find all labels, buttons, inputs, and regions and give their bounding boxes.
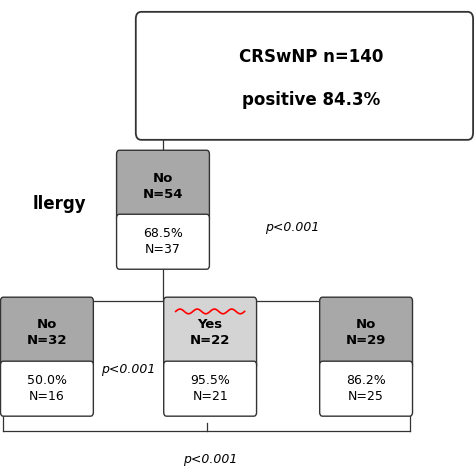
Text: 86.2%
N=25: 86.2% N=25 bbox=[346, 374, 386, 403]
FancyBboxPatch shape bbox=[136, 12, 473, 140]
FancyBboxPatch shape bbox=[117, 214, 210, 269]
FancyBboxPatch shape bbox=[0, 361, 93, 416]
Text: llergy: llergy bbox=[32, 195, 86, 213]
Text: No
N=29: No N=29 bbox=[346, 319, 386, 347]
Text: p<0.001: p<0.001 bbox=[101, 363, 155, 376]
FancyBboxPatch shape bbox=[0, 297, 93, 369]
Text: No
N=54: No N=54 bbox=[143, 172, 183, 201]
Text: p<0.001: p<0.001 bbox=[264, 221, 319, 234]
FancyBboxPatch shape bbox=[319, 297, 412, 369]
Text: CRSwNP n=140: CRSwNP n=140 bbox=[239, 48, 383, 66]
FancyBboxPatch shape bbox=[164, 297, 256, 369]
Text: positive 84.3%: positive 84.3% bbox=[242, 91, 380, 109]
Text: Yes
N=22: Yes N=22 bbox=[190, 319, 230, 347]
Text: 50.0%
N=16: 50.0% N=16 bbox=[27, 374, 67, 403]
Text: 68.5%
N=37: 68.5% N=37 bbox=[143, 227, 183, 256]
FancyBboxPatch shape bbox=[164, 361, 256, 416]
Text: 95.5%
N=21: 95.5% N=21 bbox=[190, 374, 230, 403]
Text: p<0.001: p<0.001 bbox=[183, 453, 237, 466]
Text: No
N=32: No N=32 bbox=[27, 319, 67, 347]
FancyBboxPatch shape bbox=[117, 150, 210, 222]
FancyBboxPatch shape bbox=[319, 361, 412, 416]
